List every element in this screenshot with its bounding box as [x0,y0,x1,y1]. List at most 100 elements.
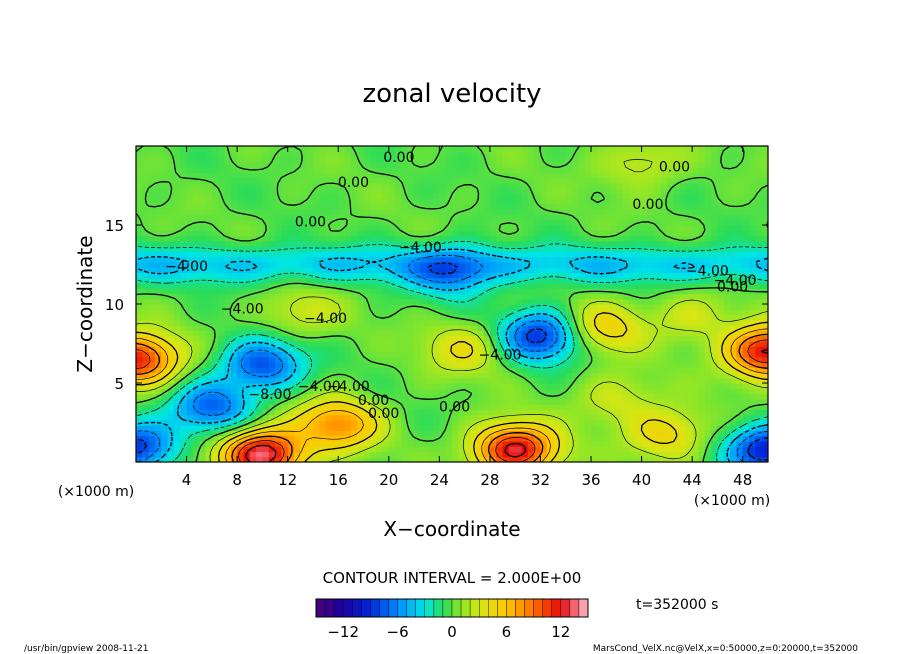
field-cell [603,272,611,279]
field-cell [218,425,226,431]
field-cell [249,214,257,221]
field-cell [458,388,466,395]
field-cell [660,225,668,231]
field-cell [730,419,737,426]
field-cell [211,414,219,421]
field-cell [711,372,719,379]
field-cell [559,340,567,347]
field-cell [483,419,491,426]
field-cell [433,267,440,273]
field-cell [679,340,687,347]
field-cell [161,372,169,379]
field-cell [357,440,365,447]
field-cell [534,393,542,400]
field-cell [565,214,573,221]
field-cell [603,225,611,231]
field-cell [161,398,169,405]
field-cell [401,267,409,273]
field-cell [420,230,428,237]
field-cell [312,214,320,221]
field-cell [161,393,169,400]
field-cell [218,277,226,284]
field-cell [230,314,238,321]
field-cell [616,198,624,205]
field-cell [477,340,485,347]
field-cell [224,435,232,442]
field-cell [161,209,169,216]
field-cell [154,340,162,347]
field-cell [641,214,649,221]
field-cell [312,219,320,226]
field-cell [142,398,150,405]
field-cell [565,325,573,331]
field-cell [338,261,346,268]
field-cell [527,282,535,289]
field-cell [388,203,396,210]
field-cell [723,304,731,310]
field-cell [698,383,706,389]
field-cell [464,267,472,273]
field-cell [376,351,384,358]
field-cell [369,251,377,258]
field-cell [761,240,768,247]
field-cell [218,456,226,462]
field-cell [161,367,169,374]
field-cell [401,235,409,242]
field-cell [452,309,459,316]
field-cell [685,219,693,226]
field-cell [167,361,175,368]
field-cell [666,293,674,300]
field-cell [572,219,579,226]
field-cell [180,314,188,321]
field-cell [622,377,630,384]
field-cell [591,230,598,237]
field-cell [483,377,491,384]
field-cell [268,293,276,300]
field-cell [660,446,668,453]
field-cell [749,356,756,363]
field-cell [483,367,491,374]
field-cell [610,288,617,295]
field-cell [742,388,750,395]
field-cell [395,277,403,284]
field-cell [704,277,712,284]
field-cell [717,340,725,347]
field-cell [610,319,617,326]
field-cell [275,251,282,258]
field-cell [654,335,662,342]
field-cell [628,304,636,310]
field-cell [148,398,156,405]
field-cell [508,246,516,252]
field-cell [350,425,358,431]
field-cell [256,319,263,326]
field-cell [180,430,188,437]
field-cell [666,272,674,279]
field-cell [641,288,649,295]
field-cell [521,372,529,379]
field-cell [489,256,497,263]
field-cell [439,383,447,389]
field-cell [723,298,731,305]
field-cell [647,251,655,258]
field-cell [338,256,346,263]
field-cell [249,246,257,252]
field-cell [553,430,561,437]
field-cell [597,440,605,447]
field-cell [433,203,440,210]
field-cell [154,298,162,305]
field-cell [192,404,200,410]
field-cell [723,198,731,205]
field-cell [546,240,554,247]
field-cell [622,282,630,289]
field-cell [515,388,523,395]
field-cell [452,209,459,216]
field-cell [553,409,561,416]
field-cell [376,419,384,426]
field-cell [224,340,232,347]
field-cell [534,304,542,310]
field-cell [224,225,232,231]
field-cell [603,261,611,268]
field-cell [249,330,257,337]
field-cell [363,440,371,447]
field-cell [237,330,245,337]
